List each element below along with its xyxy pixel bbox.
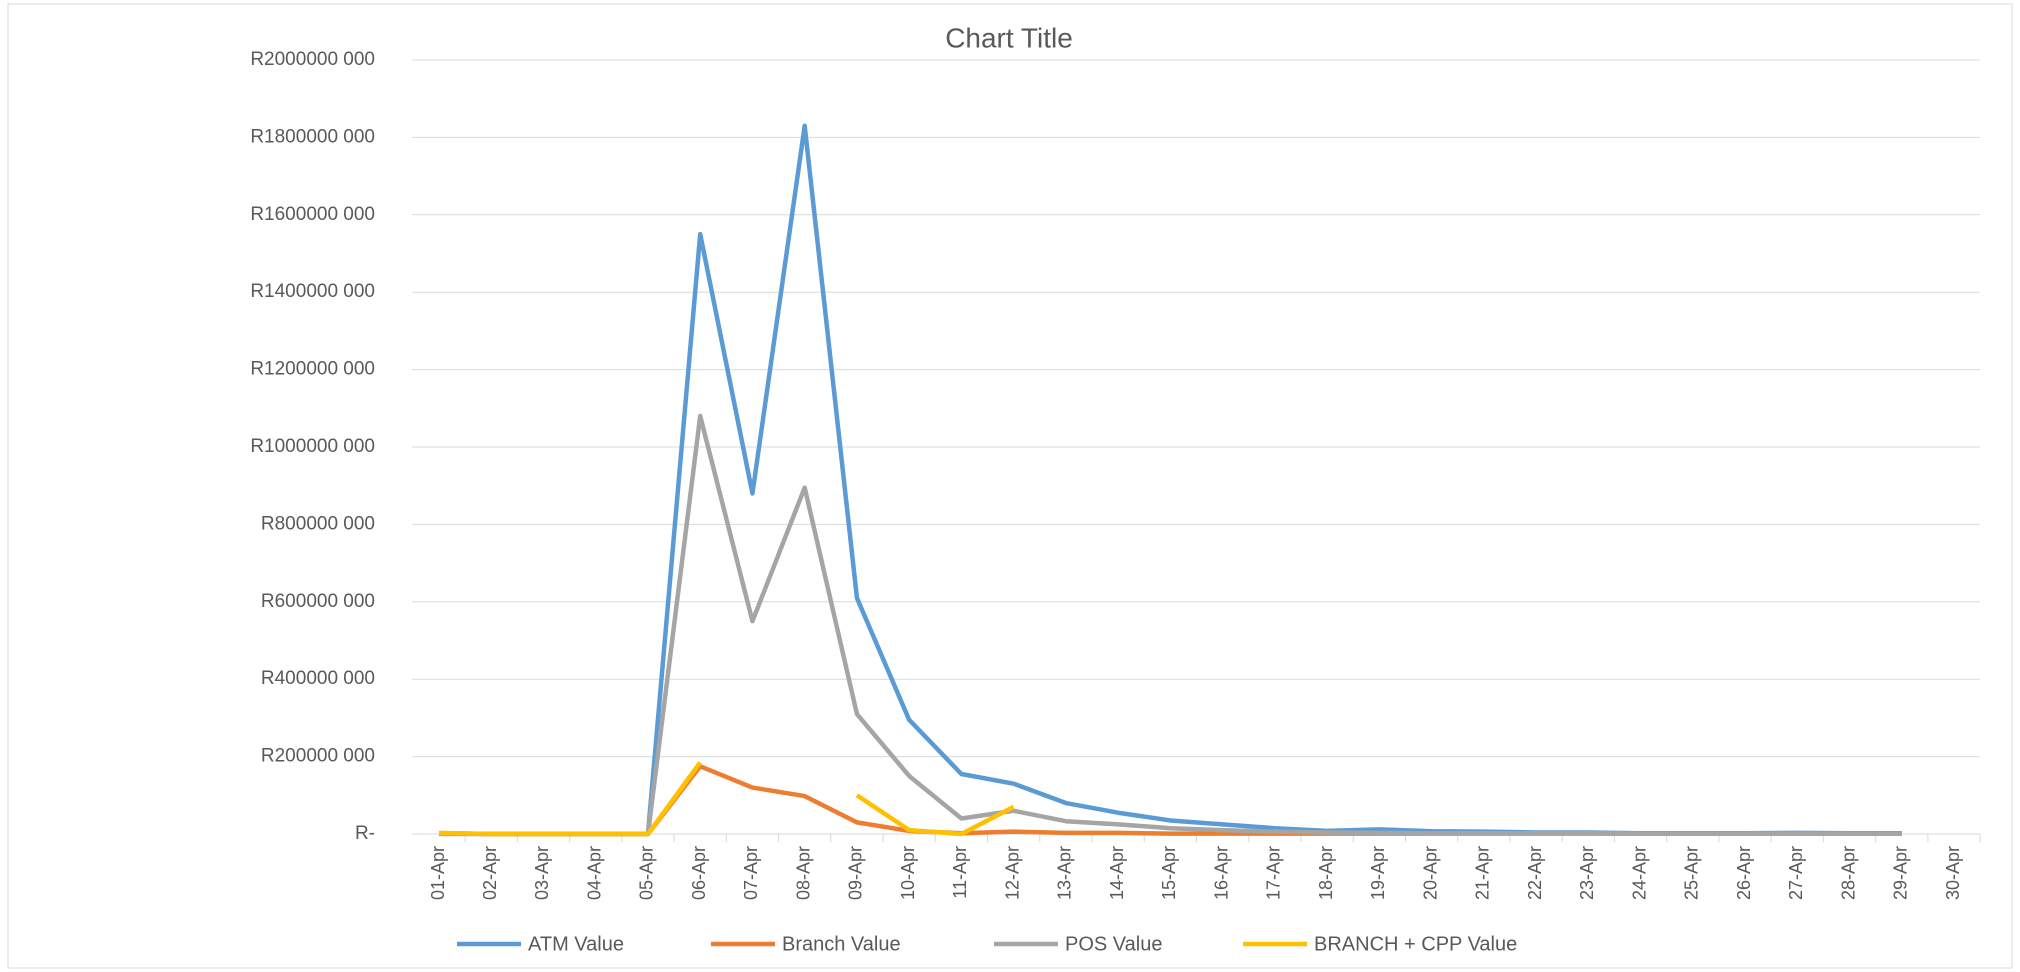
series-line	[439, 413, 1902, 837]
x-tick-label: 17-Apr	[1264, 846, 1284, 900]
x-tick-label: 30-Apr	[1943, 846, 1963, 900]
x-tick-label: 01-Apr	[428, 846, 448, 900]
y-tick-label: R-	[355, 823, 375, 844]
x-tick-label: 29-Apr	[1891, 846, 1911, 900]
x-tick-label: 02-Apr	[480, 846, 500, 900]
y-tick-label: R1200000 000	[250, 359, 375, 380]
x-tick-label: 03-Apr	[532, 846, 552, 900]
x-tick-label: 28-Apr	[1838, 846, 1858, 900]
x-tick-label: 09-Apr	[846, 846, 866, 900]
legend-label: Branch Value	[782, 933, 901, 955]
x-tick-label: 25-Apr	[1682, 846, 1702, 900]
x-tick-label: 22-Apr	[1525, 846, 1545, 900]
x-tick-label: 05-Apr	[637, 846, 657, 900]
x-tick-label: 06-Apr	[689, 846, 709, 900]
series-line	[438, 761, 1015, 837]
x-tick-label: 11-Apr	[950, 846, 970, 899]
x-tick-label: 20-Apr	[1420, 846, 1440, 900]
x-tick-label: 21-Apr	[1473, 846, 1493, 900]
x-tick-label: 10-Apr	[898, 846, 918, 900]
legend-label: POS Value	[1065, 933, 1162, 955]
x-tick-label: 04-Apr	[584, 846, 604, 900]
y-tick-label: R1600000 000	[250, 204, 375, 225]
y-tick-label: R600000 000	[261, 591, 375, 612]
x-tick-label: 14-Apr	[1107, 846, 1127, 900]
y-tick-label: R1800000 000	[250, 126, 375, 147]
chart-border	[7, 3, 2013, 969]
x-tick-label: 23-Apr	[1577, 846, 1597, 900]
x-tick-label: 27-Apr	[1786, 846, 1806, 900]
y-tick-label: R200000 000	[261, 746, 375, 767]
x-tick-label: 12-Apr	[1002, 846, 1022, 900]
y-tick-label: R800000 000	[261, 513, 375, 534]
y-tick-label: R1400000 000	[250, 281, 375, 302]
x-tick-label: 18-Apr	[1316, 846, 1336, 900]
x-tick-label: 24-Apr	[1629, 846, 1649, 900]
y-tick-label: R2000000 000	[250, 49, 375, 70]
y-tick-label: R1000000 000	[250, 436, 375, 457]
x-tick-label: 26-Apr	[1734, 846, 1754, 900]
x-tick-label: 13-Apr	[1055, 846, 1075, 900]
x-tick-label: 07-Apr	[741, 846, 761, 900]
y-tick-label: R400000 000	[261, 668, 375, 689]
x-tick-label: 16-Apr	[1211, 846, 1231, 900]
legend-label: ATM Value	[528, 933, 624, 955]
x-tick-label: 15-Apr	[1159, 846, 1179, 900]
chart-title: Chart Title	[945, 22, 1073, 53]
x-tick-label: 19-Apr	[1368, 846, 1388, 900]
legend-label: BRANCH + CPP Value	[1314, 933, 1517, 955]
x-tick-label: 08-Apr	[793, 846, 813, 900]
